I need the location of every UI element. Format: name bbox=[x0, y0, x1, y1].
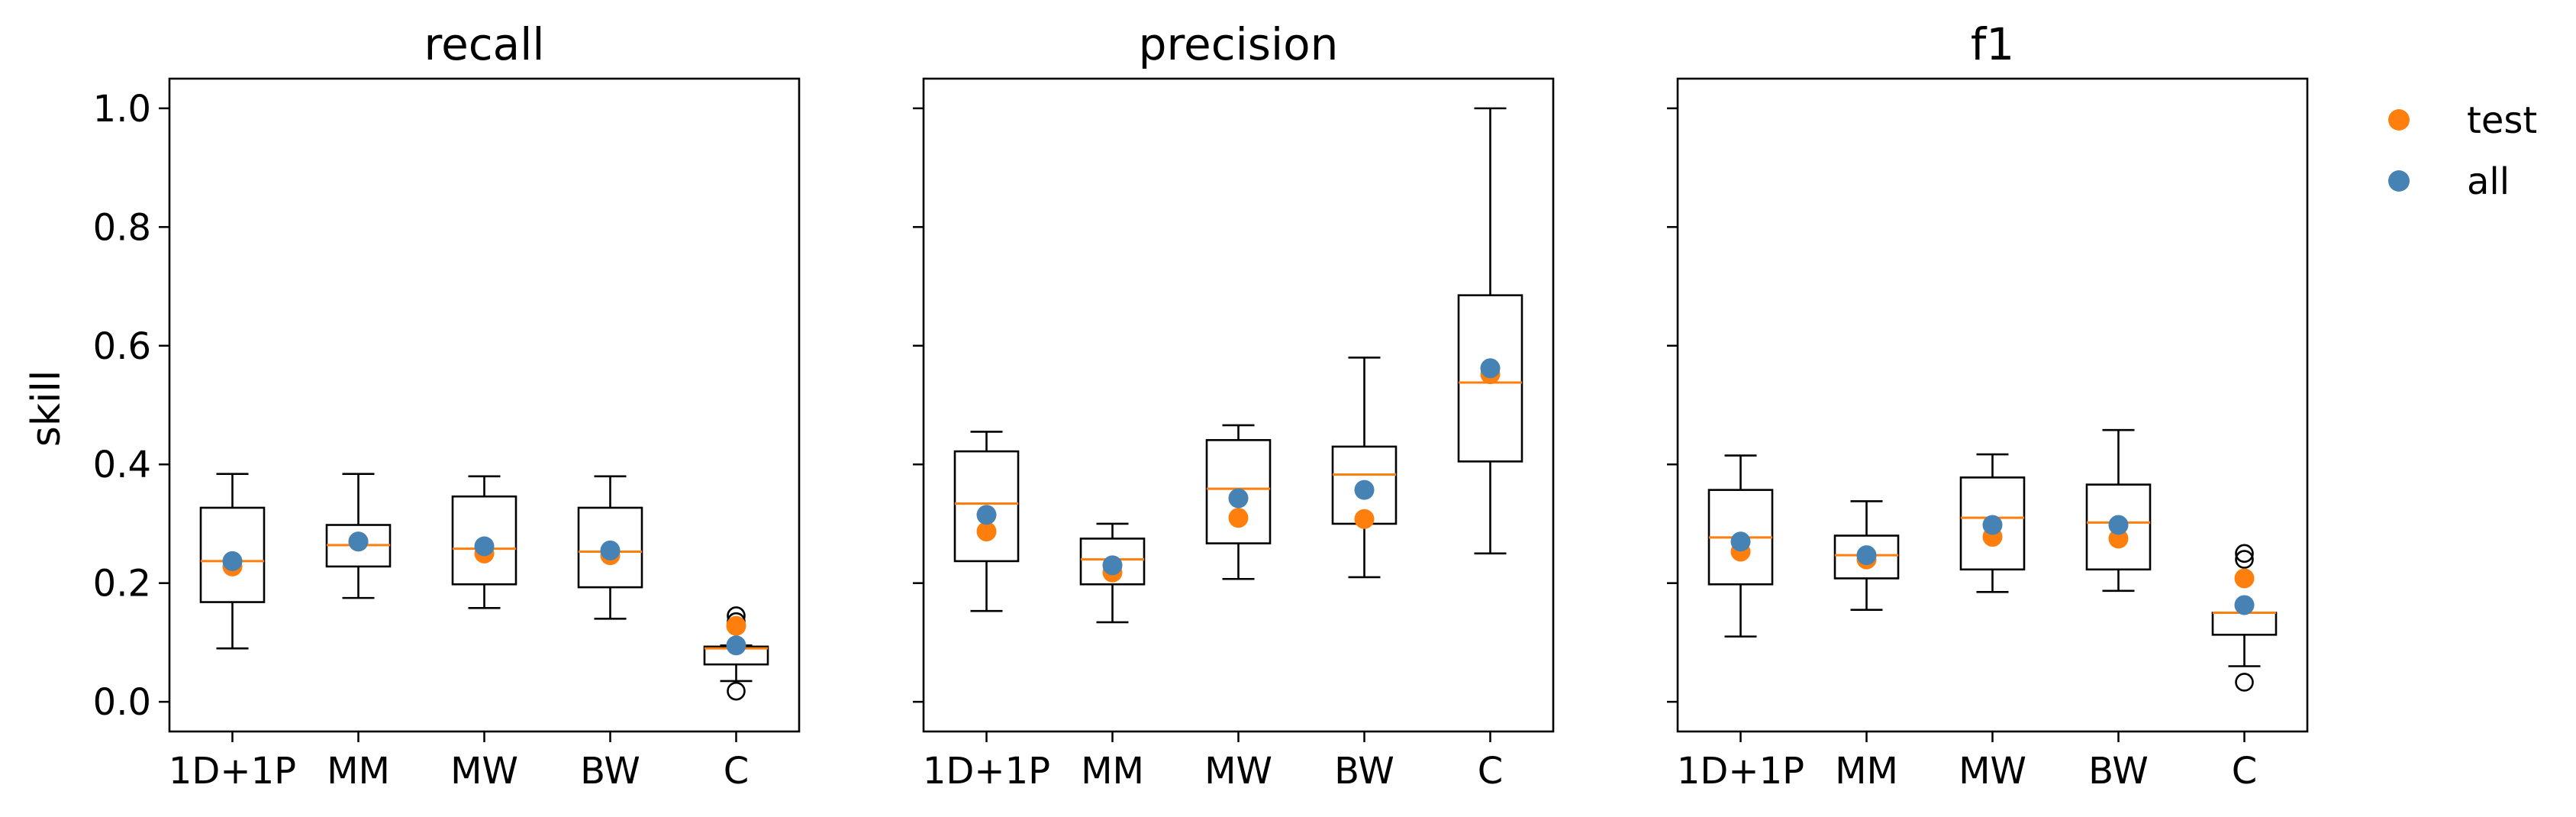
box-BW bbox=[2085, 428, 2152, 593]
subplot-f1: f1 1D+1P MM MW BW C bbox=[1667, 18, 2309, 793]
y-tick-label: 1.0 bbox=[93, 88, 151, 131]
y-tick-label: 0.4 bbox=[93, 444, 151, 486]
point-all bbox=[1856, 545, 1877, 566]
point-all bbox=[2108, 515, 2129, 535]
point-all bbox=[1354, 480, 1375, 500]
flier-point bbox=[727, 681, 746, 701]
subplot-recall: recall 0.0 0.2 0.4 0.6 0.8 1.0 1D+1P MM MW BW C bbox=[93, 18, 801, 793]
point-all bbox=[1480, 358, 1501, 379]
box-1D+1P bbox=[953, 431, 1020, 612]
point-test bbox=[1228, 508, 1249, 528]
point-all bbox=[2234, 595, 2255, 615]
x-tick-label: 1D+1P bbox=[169, 750, 296, 793]
y-tick-label: 0.6 bbox=[93, 325, 151, 368]
subplot-title: recall bbox=[424, 18, 545, 70]
point-all bbox=[348, 531, 369, 552]
y-axis-label: skill bbox=[24, 370, 69, 447]
legend: test all bbox=[2388, 99, 2537, 203]
point-test bbox=[2108, 528, 2129, 549]
x-tick-label: BW bbox=[2088, 750, 2149, 793]
subplots: recall 0.0 0.2 0.4 0.6 0.8 1.0 1D+1P MM MW BW Cprec… bbox=[93, 18, 2309, 793]
flier-point bbox=[2235, 544, 2254, 564]
axes-frame bbox=[168, 77, 801, 733]
y-tick-label: 0.8 bbox=[93, 206, 151, 249]
y-tick-label: 0.0 bbox=[93, 681, 151, 724]
subplot-precision: precision 1D+1P MM MW BW C bbox=[913, 18, 1555, 793]
point-all bbox=[1730, 531, 1751, 552]
box-iqr bbox=[2211, 612, 2278, 636]
box-iqr bbox=[1833, 534, 1900, 580]
x-tick-label: C bbox=[2232, 750, 2258, 793]
point-test bbox=[726, 615, 746, 636]
x-tick-label: BW bbox=[580, 750, 640, 793]
box-iqr bbox=[953, 450, 1020, 563]
legend-label-all: all bbox=[2467, 160, 2510, 203]
x-tick-label: BW bbox=[1334, 750, 1394, 793]
point-all bbox=[1982, 515, 2003, 535]
x-tick-label: MM bbox=[1081, 750, 1144, 793]
box-iqr bbox=[199, 506, 266, 603]
point-all bbox=[976, 505, 997, 525]
legend-label-test: test bbox=[2467, 99, 2537, 142]
x-tick-label: MW bbox=[450, 750, 518, 793]
point-test bbox=[2234, 568, 2255, 589]
x-tick-label: MW bbox=[1959, 750, 2026, 793]
x-tick-label: 1D+1P bbox=[1677, 750, 1804, 793]
box-C bbox=[2211, 544, 2278, 692]
legend-marker-all bbox=[2388, 170, 2410, 192]
point-test bbox=[976, 522, 997, 542]
x-tick-label: MM bbox=[1835, 750, 1898, 793]
x-tick-label: C bbox=[1478, 750, 1504, 793]
flier-point bbox=[2235, 550, 2254, 569]
box-iqr bbox=[1205, 439, 1272, 544]
x-tick-label: MM bbox=[327, 750, 390, 793]
legend-marker-test bbox=[2388, 109, 2410, 131]
point-all bbox=[474, 536, 495, 557]
x-tick-label: C bbox=[724, 750, 750, 793]
subplot-title: f1 bbox=[1971, 18, 2014, 70]
box-MM bbox=[1833, 500, 1900, 611]
point-all bbox=[726, 635, 746, 656]
box-1D+1P bbox=[1707, 454, 1774, 638]
flier-point bbox=[2235, 673, 2254, 692]
box-iqr bbox=[577, 506, 643, 589]
point-test bbox=[1354, 509, 1375, 529]
box-iqr bbox=[451, 495, 517, 586]
y-tick-label: 0.2 bbox=[93, 563, 151, 605]
point-all bbox=[1228, 488, 1249, 509]
box-BW bbox=[1331, 357, 1398, 579]
point-all bbox=[222, 551, 243, 571]
subplot-title: precision bbox=[1139, 18, 1339, 70]
axes-frame bbox=[1676, 77, 2309, 733]
box-iqr bbox=[1959, 476, 2026, 571]
point-all bbox=[1102, 555, 1123, 576]
point-all bbox=[600, 540, 621, 560]
box-iqr bbox=[1079, 538, 1146, 586]
axes-frame bbox=[922, 77, 1555, 733]
box-iqr bbox=[2085, 483, 2152, 571]
box-C bbox=[1457, 107, 1523, 555]
x-tick-label: MW bbox=[1204, 750, 1272, 793]
box-iqr bbox=[1457, 294, 1523, 463]
x-tick-label: 1D+1P bbox=[923, 750, 1050, 793]
